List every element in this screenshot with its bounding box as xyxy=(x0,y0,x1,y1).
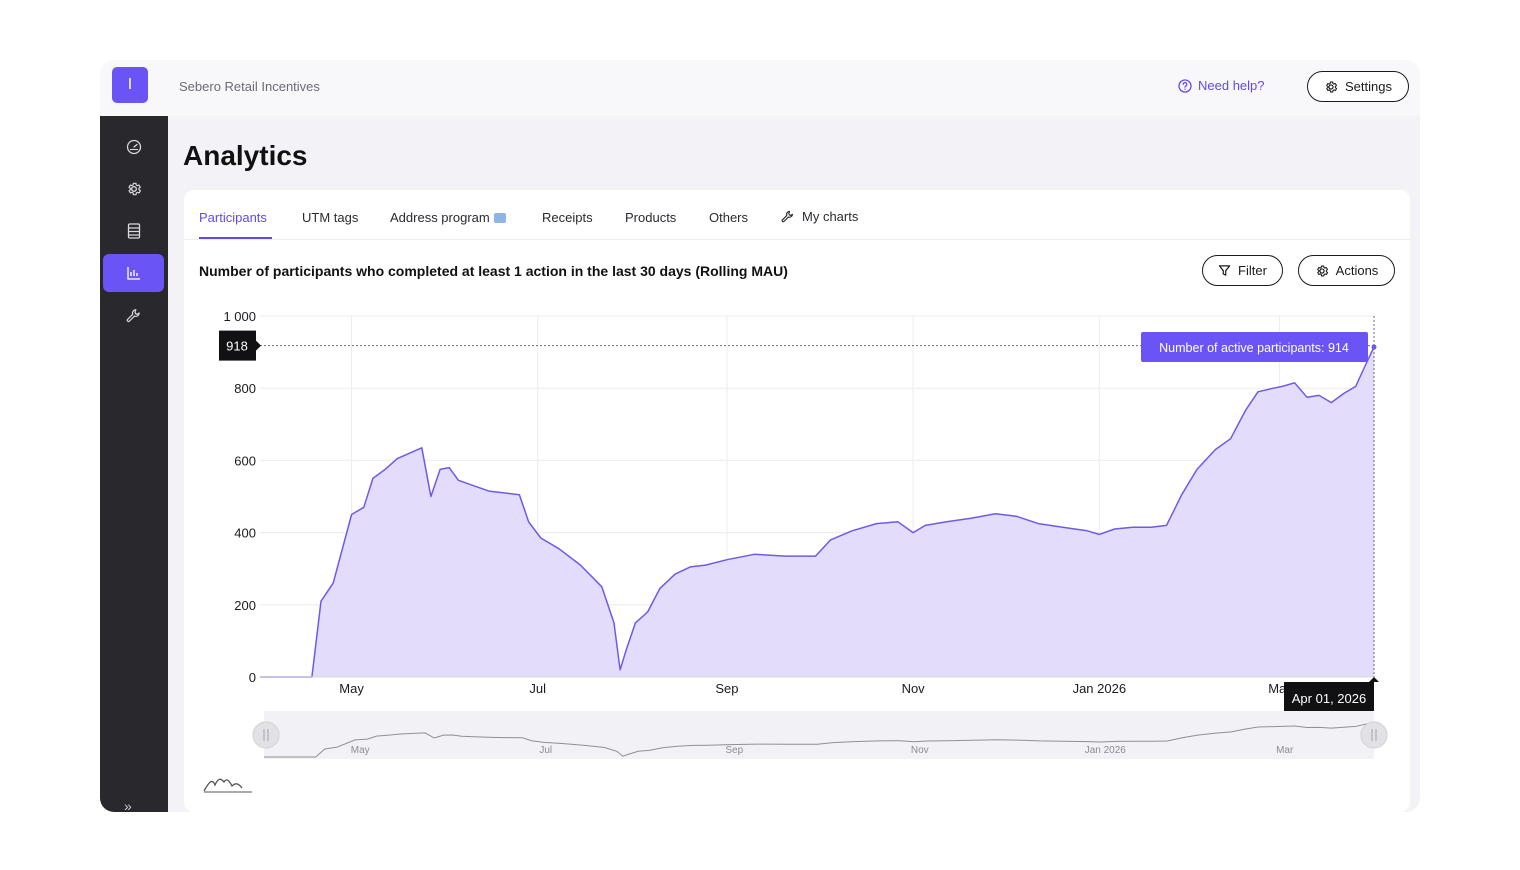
new-icon xyxy=(493,212,506,223)
help-link[interactable]: Need help? xyxy=(1178,78,1265,93)
page-title: Analytics xyxy=(183,140,308,171)
crosshair-y-label: 918 xyxy=(226,339,248,354)
x-tick-label: Jul xyxy=(529,681,546,696)
sidebar-item-tools[interactable] xyxy=(103,296,164,334)
bar-chart-icon xyxy=(126,267,140,280)
navigator-label: Jan 2026 xyxy=(1085,745,1127,756)
x-tick-label: Jan 2026 xyxy=(1073,681,1127,696)
top-bar: I Sebero Retail Incentives Need help? Se… xyxy=(100,60,1420,116)
sidebar-item-dashboard[interactable] xyxy=(103,128,164,166)
x-tick-label: Sep xyxy=(715,681,738,696)
filter-icon xyxy=(1218,265,1231,276)
actions-button[interactable]: Actions xyxy=(1298,255,1395,286)
tab-participants[interactable]: Participants xyxy=(199,210,267,225)
crosshair-y-label-box xyxy=(219,330,256,361)
navigator-label: May xyxy=(351,745,370,756)
navigator-right-handle[interactable] xyxy=(1360,721,1388,749)
tab-products[interactable]: Products xyxy=(625,210,677,225)
crosshair-x-label-box xyxy=(1284,682,1374,714)
navigator-background xyxy=(264,711,1374,759)
tab-receipts[interactable]: Receipts xyxy=(542,210,593,225)
y-axis: 0 200 400 600 800 1 000 xyxy=(223,309,256,685)
tab-others[interactable]: Others xyxy=(709,210,749,225)
crosshair-y-label-pointer xyxy=(256,340,261,351)
y-tick-label: 400 xyxy=(234,526,256,541)
y-tick-label: 800 xyxy=(234,381,256,396)
list-icon xyxy=(127,223,140,239)
navigator-series-line xyxy=(264,721,1375,758)
chart-area-layer xyxy=(260,346,1375,678)
chart-title: Number of participants who completed at … xyxy=(199,263,788,279)
navigator-label: Jul xyxy=(539,745,552,756)
settings-label: Settings xyxy=(1345,79,1392,94)
double-chevron-right-icon[interactable]: » xyxy=(124,798,132,812)
tab-my-charts-label: My charts xyxy=(802,209,859,224)
y-tick-label: 600 xyxy=(234,453,256,468)
y-tick-label: 1 000 xyxy=(223,309,256,324)
actions-label: Actions xyxy=(1335,263,1379,278)
sidebar-item-list[interactable] xyxy=(103,212,164,250)
crosshair-x-label-pointer xyxy=(1369,677,1379,682)
navigator-label: Mar xyxy=(1276,745,1294,756)
y-tick-label: 0 xyxy=(249,670,256,685)
gear-icon xyxy=(1326,81,1338,92)
tooltip-text: Number of active participants: 914 xyxy=(1159,341,1349,355)
sidebar-item-settings[interactable] xyxy=(103,170,164,208)
navigator-label: Sep xyxy=(725,745,743,756)
x-tick-label: May xyxy=(339,681,364,696)
highlight-point xyxy=(1371,344,1377,350)
wrench-icon xyxy=(126,308,140,322)
org-logo[interactable]: I xyxy=(112,67,148,103)
tab-address-program-label: Address program xyxy=(390,210,490,225)
navigator-label: Nov xyxy=(911,745,929,756)
x-axis: May Jul Sep Nov Jan 2026 Mar xyxy=(339,681,1291,696)
chart-crosshair: 918 Apr 01, 2026 Number of active particip… xyxy=(219,316,1379,714)
gear-icon xyxy=(1316,265,1328,276)
series-area xyxy=(260,347,1374,677)
question-circle-icon xyxy=(1178,78,1192,93)
filter-button[interactable]: Filter xyxy=(1202,255,1283,286)
navigator-left-handle[interactable] xyxy=(252,721,280,749)
y-tick-label: 200 xyxy=(234,598,256,613)
crosshair-x-label: Apr 01, 2026 xyxy=(1292,691,1366,706)
tab-bar: Participants UTM tags Address program Re… xyxy=(184,190,1410,240)
area-chart-toggle-icon[interactable] xyxy=(203,778,252,793)
tooltip-box xyxy=(1141,332,1368,362)
gear-icon xyxy=(127,182,141,196)
chart-card: Participants UTM tags Address program Re… xyxy=(184,190,1410,812)
tab-my-charts[interactable]: My charts xyxy=(781,209,858,224)
filter-label: Filter xyxy=(1238,263,1267,278)
tab-utm-tags[interactable]: UTM tags xyxy=(302,210,359,225)
tab-address-program[interactable]: Address program xyxy=(390,210,506,225)
sidebar: » xyxy=(100,116,168,812)
active-tab-indicator xyxy=(199,237,272,239)
logo-letter: I xyxy=(127,76,133,93)
org-name: Sebero Retail Incentives xyxy=(179,79,320,94)
chart-navigator[interactable]: May Jul Sep Nov Jan 2026 Mar xyxy=(252,711,1388,759)
settings-button[interactable]: Settings xyxy=(1307,71,1409,102)
help-label: Need help? xyxy=(1198,78,1265,93)
wrench-icon xyxy=(781,210,793,223)
series-line xyxy=(260,346,1375,678)
dashboard-gauge-icon xyxy=(126,139,141,155)
sidebar-item-analytics[interactable] xyxy=(103,254,164,292)
x-tick-label: Nov xyxy=(902,681,926,696)
